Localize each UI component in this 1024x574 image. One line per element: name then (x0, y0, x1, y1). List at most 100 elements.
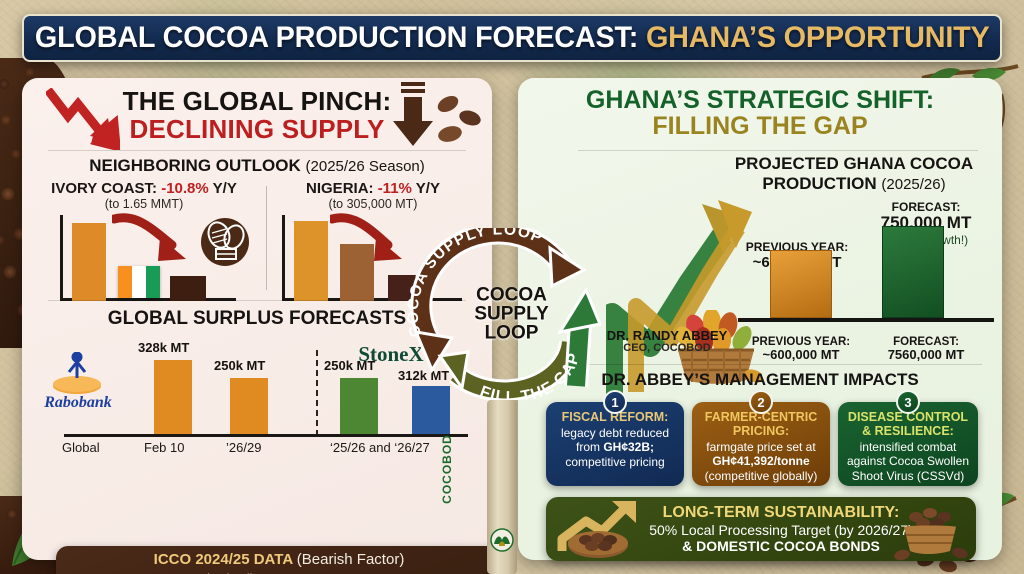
ivory-coast-sub: (to 1.65 MMT) (104, 197, 184, 211)
global-surplus-chart: Rabobank StoneX 328k MT 250k MT 250k MT … (40, 334, 476, 460)
impact-card-3[interactable]: 3 DISEASE CONTROL & RESILIENCE: intensif… (838, 390, 978, 486)
decline-arrow-icon (112, 213, 186, 261)
card-3-body: intensified combat against Cocoa Swollen… (846, 440, 970, 483)
ivory-coast-name: IVORY COAST: (51, 180, 158, 197)
decline-arrow-icon (330, 213, 402, 261)
title-banner: GLOBAL COCOA PRODUCTION FORECAST: GHANA’… (22, 14, 1002, 62)
sustainability-line2: 50% Local Processing Target (by 2026/27) (649, 522, 913, 538)
y-axis (60, 215, 63, 301)
icco-subtitle: (Bearish Factor) (296, 551, 405, 568)
xlabel-ghana-forecast-value: 7560,000 MT (887, 347, 965, 362)
icco-mid-line1: Production ii (162, 572, 274, 574)
bar-nigeria-2024 (340, 244, 374, 301)
nigeria-yoy: Y/Y (415, 180, 440, 197)
ghana-chart-title: PROJECTED GHANA COCOA PRODUCTION (2025/2… (708, 154, 1000, 194)
card-1-body-b: GH¢32B; (603, 440, 655, 455)
nigeria-label: NIGERIA: -11% Y/Y (262, 180, 484, 197)
ghana-chart-title-sub: (2025/26) (881, 176, 946, 193)
x-axis (60, 298, 236, 301)
card-1-body-c: competitive pricing (565, 454, 665, 469)
right-header-line2: FILLING THE GAP (652, 112, 868, 140)
x-axis (64, 434, 468, 437)
down-arrow-icon (393, 82, 433, 146)
loop-center-text: COCOA SUPPLY LOOP (474, 286, 548, 343)
ivory-coast-label: IVORY COAST: -10.8% Y/Y (30, 180, 258, 197)
stonex-label: StoneX (358, 342, 424, 366)
impacts-title: DR. ABBEY’S MANAGEMENT IMPACTS (601, 370, 919, 389)
divider (562, 364, 982, 365)
value-label-312k: 312k MT (398, 368, 450, 383)
bar-nigeria-2023 (294, 221, 328, 301)
cocoa-basket-icon (675, 310, 762, 384)
cocobod-logo-icon (490, 528, 514, 552)
cocoa-basket-icon-small (894, 508, 968, 561)
right-panel-header: GHANA’S STRATEGIC SHIFT: FILLING THE GAP (518, 86, 1002, 141)
xlabel-ghana-forecast: FORECAST: (893, 336, 959, 348)
divider (48, 150, 466, 151)
impact-card-1[interactable]: 1 FISCAL REFORM: legacy debt reduced fro… (546, 390, 684, 486)
left-panel-header: THE GLOBAL PINCH: DECLINING SUPPLY (22, 86, 492, 145)
bar-stonex-2627 (412, 386, 450, 434)
cocobod-label: COCOBOD (440, 434, 454, 504)
card-1-number: 1 (603, 390, 627, 414)
divider (578, 150, 978, 151)
loop-center-line3: LOOP (484, 322, 539, 344)
ghana-production-chart: PREVIOUS YEAR: ~600,000 MT FORECAST: 750… (736, 196, 996, 368)
card-1-title: FISCAL REFORM: (561, 410, 669, 424)
card-1-body-a: legacy debt reduced from (560, 426, 670, 455)
ghana-chart-title-l1: PROJECTED GHANA COCOA (734, 154, 974, 173)
card-2-body-c: (competitive globally) (704, 468, 818, 483)
xlabel-feb10: Feb 10 (144, 440, 185, 455)
divider (48, 300, 466, 301)
impact-card-2[interactable]: 2 FARMER-CENTRIC PRICING: farmgate price… (692, 390, 830, 486)
card-3-title: DISEASE CONTROL & RESILIENCE: (847, 410, 969, 438)
bar-rabobank-2629 (230, 378, 268, 434)
ivory-coast-flag-icon (118, 266, 160, 298)
left-panel-declining-supply: THE GLOBAL PINCH: DECLINING SUPPLY NEIGH… (22, 78, 502, 574)
card-2-title: FARMER-CENTRIC PRICING: (704, 410, 818, 438)
value-label-250k-rabobank: 250k MT (214, 358, 266, 373)
ivory-coast-change: -10.8% (161, 180, 209, 197)
xlabel-2629: ’26/29 (226, 440, 262, 455)
x-axis (738, 318, 994, 322)
bar-ivory-forecast (170, 276, 206, 301)
ghana-chart-title-l2: PRODUCTION (2025/26) (708, 174, 1000, 194)
value-label-328k: 328k MT (138, 340, 190, 355)
card-1-body: legacy debt reduced from GH¢32B; competi… (552, 426, 678, 469)
card-2-body: farmgate price set at GH¢41,392/tonne (c… (698, 440, 824, 483)
neighboring-outlook-season: (2025/26 Season) (305, 158, 425, 175)
bar-ghana-previous-year (770, 250, 832, 318)
declining-arrow-icon (46, 88, 120, 150)
growth-cocoa-pod-icon (557, 501, 636, 558)
cocoa-bean-icons (437, 95, 481, 142)
bar-ghana-forecast (882, 226, 944, 318)
left-header-line1: THE GLOBAL PINCH: (122, 86, 392, 116)
card-3-number: 3 (896, 390, 920, 414)
bar-rabobank-feb10 (154, 360, 192, 434)
bar-ivory-previous (72, 223, 106, 301)
growth-arrow-icon (606, 200, 752, 394)
value-label-250k-stonex: 250k MT (324, 358, 376, 373)
loop-center-line1: COCOA (476, 284, 547, 306)
icco-mid: Production ii 4.7 MMT production (162, 572, 274, 574)
ivory-coast-yoy: Y/Y (212, 180, 237, 197)
xlabel-2526-2627: ‘25/26 and ‘26/27 (330, 440, 430, 455)
cocobod-column: COCOBOD (440, 400, 517, 574)
card-2-body-a: farmgate price set at (706, 440, 816, 454)
xlabel-global: Global (62, 440, 100, 455)
y-axis (282, 215, 285, 301)
cocoa-pod-icon (201, 218, 249, 266)
cocoa-supply-loop-diagram: COCOA SUPPLY LOOP FILL THE GAP COCOA SUP… (404, 228, 619, 400)
sustainability-banner: LONG-TERM SUSTAINABILITY: 50% Local Proc… (546, 497, 976, 561)
rabobank-logo-icon (53, 352, 101, 394)
neighboring-outlook-title: NEIGHBORING OUTLOOK (2025/26 Season) (22, 156, 492, 176)
banner-title-accent: GHANA’S OPPORTUNITY (645, 21, 990, 54)
icco-title: ICCO 2024/25 DATA (153, 551, 293, 568)
portrait-name: DR. RANDY ABBEY (606, 328, 728, 343)
nigeria-name: NIGERIA: (306, 180, 374, 197)
card-2-number: 2 (749, 390, 773, 414)
card-2-body-b: GH¢41,392/tonne (712, 454, 810, 469)
ivory-coast-chart: IVORY COAST: -10.8% Y/Y (to 1.65 MMT) (30, 180, 258, 301)
icco-data-box: ICCO 2024/25 DATA (Bearish Factor) Fron … (56, 546, 502, 574)
sustainability-title: LONG-TERM SUSTAINABILITY: (662, 504, 900, 521)
